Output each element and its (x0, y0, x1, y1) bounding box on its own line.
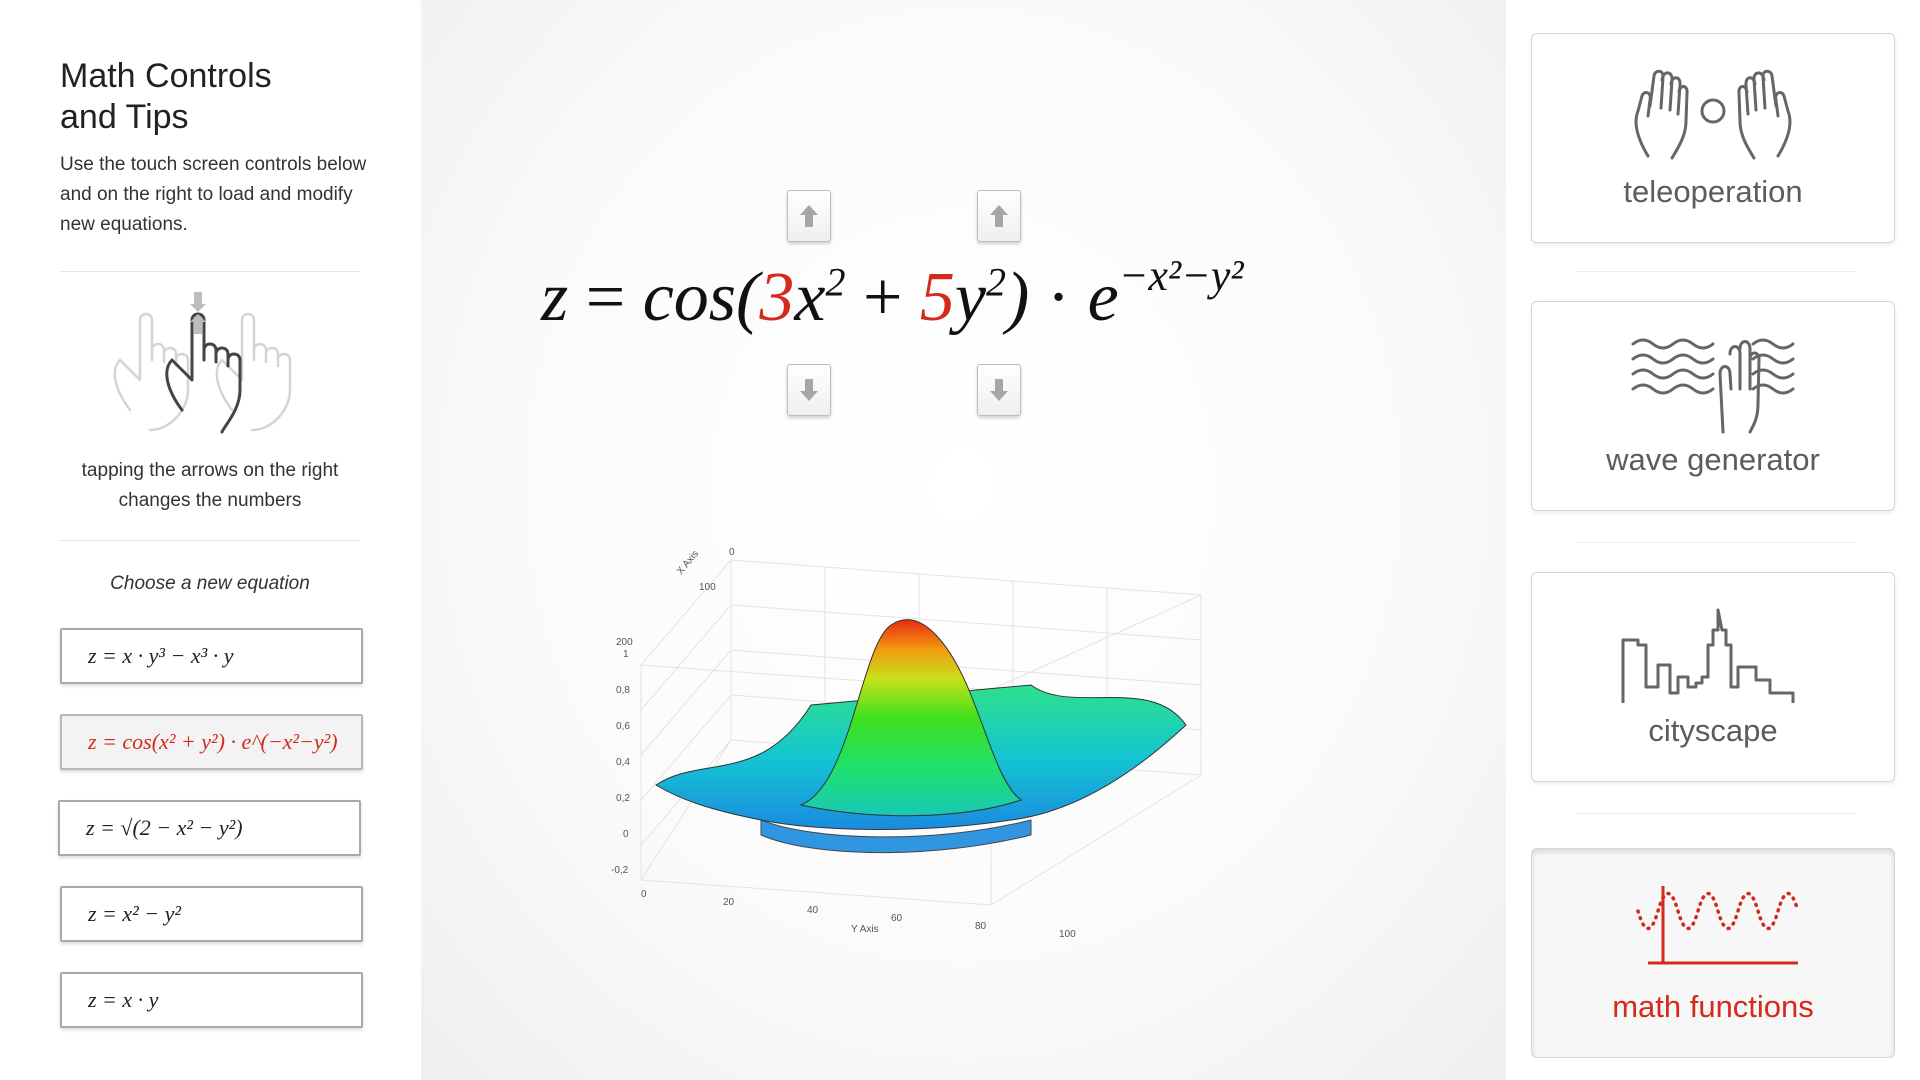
arrow-down-icon (990, 379, 1008, 401)
z-tick-label: 0 (623, 829, 629, 840)
gesture-tip: tapping the arrows on the right changes … (40, 456, 380, 516)
wave-generator-card[interactable]: wave generator (1531, 301, 1895, 511)
equation-button-2[interactable]: z = cos(x² + y²) · e^(−x²−y²) (60, 714, 363, 770)
formula-exponent-2: 2 (986, 259, 1006, 305)
formula-coefficient-1: 3 (759, 259, 795, 336)
gesture-tip-line2: changes the numbers (118, 490, 302, 511)
card-label: wave generator (1606, 442, 1820, 477)
function-graph-icon (1636, 886, 1800, 965)
formula-exponent-1: 2 (825, 259, 846, 305)
hands-icon (1634, 69, 1792, 160)
arrow-up-icon (800, 205, 818, 227)
x-tick-label: 0 (729, 547, 735, 558)
current-formula: z = cos(3x2 + 5y2) · e−x²−y² (541, 250, 1244, 338)
skyline-icon (1621, 608, 1795, 703)
z-tick-label: 0,4 (616, 757, 630, 768)
y-tick-label: 100 (1059, 929, 1076, 940)
panel-title: Math Controls and Tips (60, 56, 272, 138)
formula-term-1: x (794, 259, 826, 336)
formula-lhs: z (541, 259, 569, 336)
y-axis-title: Y Axis (851, 924, 879, 935)
y-tick-label: 40 (807, 905, 819, 916)
left-panel: Math Controls and Tips Use the touch scr… (0, 0, 421, 1080)
panel-description: Use the touch screen controls below and … (60, 154, 367, 235)
surface-plot: 0 100 X Axis 200 1 0,8 0,6 0,4 0,2 0 -0,… (611, 547, 1202, 940)
coef2-down-button[interactable] (977, 364, 1021, 416)
cityscape-card[interactable]: cityscape (1531, 572, 1895, 782)
equation-button-5[interactable]: z = x · y (60, 972, 363, 1028)
y-tick-label: 20 (723, 897, 735, 908)
formula-plus: + (862, 259, 903, 336)
z-tick-label: 0,8 (616, 685, 630, 696)
equation-button-3[interactable]: z = √(2 − x² − y²) (58, 800, 361, 856)
z-tick-label: 1 (623, 649, 629, 660)
y-tick-label: 60 (891, 913, 903, 924)
formula-function: cos( (642, 259, 760, 336)
main-display: z = cos(3x2 + 5y2) · e−x²−y² (421, 0, 1506, 1080)
card-label: cityscape (1648, 713, 1778, 748)
arrow-up-icon (990, 205, 1008, 227)
equation-button-1[interactable]: z = x · y³ − x³ · y (60, 628, 363, 684)
z-tick-label: 200 (616, 637, 633, 648)
divider (60, 540, 360, 541)
coef1-up-button[interactable] (787, 190, 831, 242)
divider (1576, 271, 1856, 272)
formula-coefficient-2: 5 (919, 259, 955, 336)
equation-button-4[interactable]: z = x² − y² (60, 886, 363, 942)
formula-close-paren: ) (1006, 259, 1030, 336)
formula-exponent: −x²−y² (1118, 251, 1244, 300)
card-label: math functions (1612, 989, 1814, 1024)
coef1-down-button[interactable] (787, 364, 831, 416)
divider (1576, 813, 1856, 814)
panel-title-line2: and Tips (60, 98, 189, 136)
formula-equals: = (585, 259, 626, 336)
panel-title-line1: Math Controls (60, 57, 272, 95)
divider (60, 271, 360, 272)
gesture-tip-line1: tapping the arrows on the right (81, 460, 339, 481)
formula-e: e (1087, 259, 1119, 336)
z-tick-label: 0,2 (616, 793, 630, 804)
swipe-gesture-icon (113, 292, 292, 434)
z-tick-label: -0,2 (611, 865, 629, 876)
coef2-up-button[interactable] (977, 190, 1021, 242)
x-axis-title: X Axis (675, 549, 701, 577)
formula-term-2: y (954, 259, 986, 336)
divider (1576, 542, 1856, 543)
y-tick-label: 80 (975, 921, 987, 932)
arrow-down-icon (800, 379, 818, 401)
math-functions-card[interactable]: math functions (1531, 848, 1895, 1058)
choose-equation-label: Choose a new equation (110, 573, 310, 594)
wave-hand-icon (1631, 338, 1795, 434)
teleoperation-card[interactable]: teleoperation (1531, 33, 1895, 243)
x-tick-label: 100 (699, 582, 716, 593)
right-panel: teleoperation wave generator cityscape (1506, 0, 1920, 1080)
y-tick-label: 0 (641, 889, 647, 900)
z-tick-label: 0,6 (616, 721, 630, 732)
formula-dot: · (1046, 259, 1071, 336)
card-label: teleoperation (1623, 174, 1803, 209)
